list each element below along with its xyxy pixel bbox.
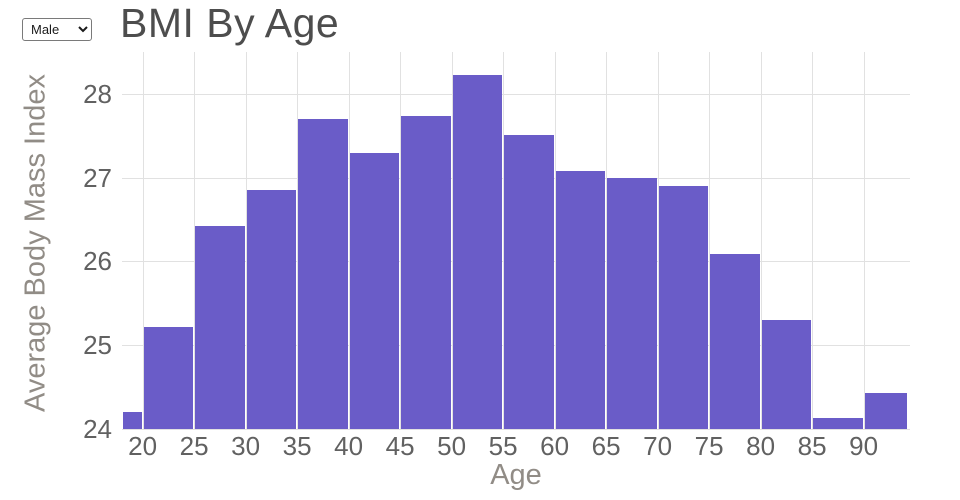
- gender-select[interactable]: Male: [22, 18, 92, 41]
- y-tick-label: 28: [83, 78, 112, 109]
- x-gridline: [657, 52, 659, 429]
- y-gridline: [122, 429, 910, 430]
- x-gridline: [194, 52, 196, 429]
- x-gridline: [503, 52, 505, 429]
- x-gridline: [812, 52, 814, 429]
- histogram-bar: [607, 177, 657, 429]
- x-axis-title: Age: [490, 459, 542, 491]
- histogram-bar: [349, 152, 400, 429]
- histogram-bar: [401, 115, 451, 429]
- x-tick-label: 20: [128, 431, 158, 461]
- histogram-bar: [504, 134, 554, 429]
- x-tick-label: 35: [282, 431, 312, 461]
- x-tick-label: 60: [540, 431, 570, 461]
- y-tick-label: 24: [83, 414, 112, 444]
- x-gridline: [709, 52, 711, 429]
- x-gridline: [348, 52, 350, 429]
- x-gridline: [554, 52, 556, 429]
- x-tick-label: 45: [385, 431, 415, 461]
- y-axis-title: Average Body Mass Index: [19, 74, 52, 412]
- plot-area: [122, 52, 910, 430]
- x-gridline: [245, 52, 247, 429]
- histogram-bar: [813, 418, 863, 429]
- x-tick-label: 85: [797, 431, 827, 461]
- x-gridline: [760, 52, 762, 429]
- y-tick-label: 26: [83, 246, 112, 277]
- x-gridline: [606, 52, 608, 429]
- x-tick-label: 30: [231, 431, 261, 461]
- x-tick-label: 50: [437, 431, 467, 461]
- x-tick-label: 40: [334, 431, 364, 461]
- histogram-bar: [298, 119, 348, 429]
- histogram-bar: [195, 226, 245, 429]
- histogram-bar: [710, 253, 760, 429]
- histogram-bar: [123, 412, 142, 429]
- histogram-bar: [452, 75, 503, 429]
- x-tick-label: 80: [746, 431, 776, 461]
- histogram-bar: [555, 170, 606, 429]
- x-gridline: [863, 52, 865, 429]
- x-gridline: [142, 52, 144, 429]
- x-tick-label: 70: [643, 431, 673, 461]
- y-gridline: [122, 93, 910, 95]
- x-tick-label: 90: [849, 431, 879, 461]
- x-gridline: [451, 52, 453, 429]
- x-gridline: [297, 52, 299, 429]
- y-tick-label: 27: [83, 162, 112, 193]
- histogram-bar: [143, 326, 194, 429]
- x-gridline: [400, 52, 402, 429]
- histogram-bar: [761, 320, 812, 429]
- x-tick-label: 75: [694, 431, 724, 461]
- histogram-bar: [864, 392, 907, 429]
- x-tick-label: 55: [488, 431, 518, 461]
- page-title: BMI By Age: [120, 0, 340, 46]
- histogram-bar: [246, 190, 297, 429]
- histogram-bar: [658, 186, 709, 429]
- x-tick-label: 25: [179, 431, 209, 461]
- y-tick-label: 25: [83, 330, 112, 361]
- x-tick-label: 65: [591, 431, 621, 461]
